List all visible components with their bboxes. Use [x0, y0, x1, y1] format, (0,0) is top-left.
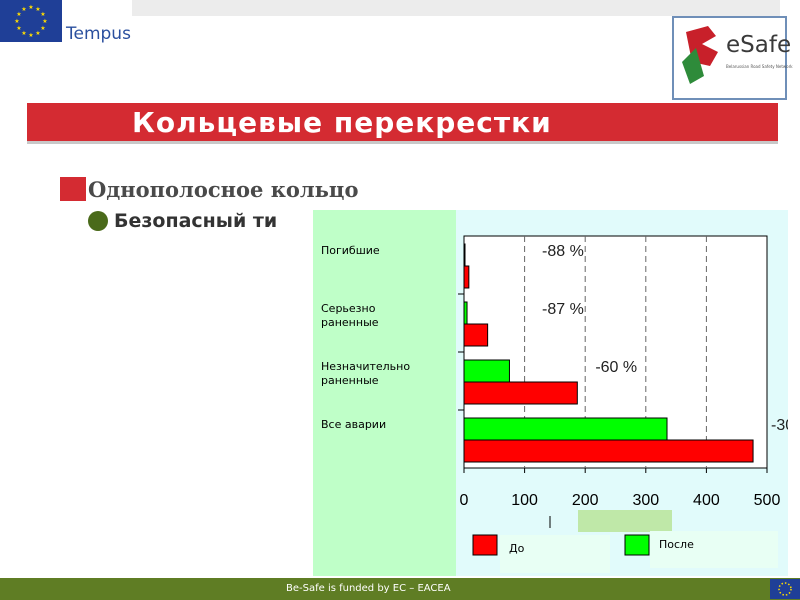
- svg-text:★: ★: [35, 6, 40, 13]
- legend-before-box: [500, 535, 610, 573]
- svg-text:★: ★: [28, 32, 33, 39]
- legend-swatch-after: [624, 534, 650, 556]
- x-tick-label: 400: [693, 492, 720, 509]
- category-label: Серьезно: [321, 302, 376, 315]
- eu-flag-small-icon: [770, 579, 800, 599]
- legend-after-box: [650, 531, 778, 568]
- svg-text:★: ★: [21, 6, 26, 13]
- red-square-bullet-icon: [60, 177, 86, 201]
- svg-text:★: ★: [16, 25, 21, 32]
- bar-after: [463, 359, 510, 383]
- besafe-logo: eSafe Belarussian Road Safety Network: [672, 16, 793, 100]
- bullet-level1: Однополосное кольцо: [60, 177, 359, 202]
- svg-text:★: ★: [42, 18, 47, 25]
- besafe-b-icon: [682, 26, 718, 84]
- svg-text:★: ★: [28, 4, 33, 11]
- svg-text:★: ★: [21, 30, 26, 37]
- top-decorative-bar: [132, 0, 780, 16]
- title-bar: Кольцевые перекрестки: [27, 103, 778, 141]
- bar-chart: 0 100 200 300 400 500 -88 % Погибшие -87 % Серьез…: [321, 235, 788, 573]
- legend-label-after: После: [659, 538, 694, 551]
- bar-before: [463, 265, 470, 289]
- legend-swatch-before: [472, 534, 498, 556]
- footer: Be-Safe is funded by EC – EACEA: [0, 578, 800, 600]
- chart-label-panel: [313, 210, 456, 576]
- svg-text:★: ★: [16, 11, 21, 18]
- bullet-level1-text: Однополосное кольцо: [88, 177, 359, 202]
- change-annotation: -88 %: [542, 243, 584, 260]
- besafe-tagline: Belarussian Road Safety Network: [726, 64, 793, 69]
- bar-after: [463, 243, 466, 267]
- x-tick-label: 0: [460, 492, 469, 509]
- besafe-wordmark: eSafe: [726, 32, 792, 58]
- bar-before: [463, 323, 489, 347]
- title-shadow: [27, 141, 778, 144]
- change-annotation: -60 %: [595, 359, 637, 376]
- tempus-logo: ★ ★ ★ ★ ★ ★ ★ ★ ★ ★ ★ ★ Tempus: [0, 0, 140, 46]
- svg-text:★: ★: [35, 30, 40, 37]
- bar-before: [463, 381, 578, 405]
- bar-before: [463, 439, 754, 463]
- category-label: раненные: [321, 374, 379, 387]
- eu-flag-icon: ★ ★ ★ ★ ★ ★ ★ ★ ★ ★ ★ ★: [0, 0, 62, 42]
- bar-after: [463, 301, 468, 325]
- change-annotation: -30 %: [771, 417, 788, 434]
- footer-text: Be-Safe is funded by EC – EACEA: [286, 583, 451, 594]
- svg-text:★: ★: [14, 18, 19, 25]
- page-title: Кольцевые перекрестки: [132, 106, 552, 139]
- legend-label-before: До: [509, 542, 525, 555]
- bullet-level2: Безопасный ти: [88, 210, 277, 232]
- x-tick-label: 200: [572, 492, 599, 509]
- x-tick-label: 500: [754, 492, 781, 509]
- category-label: раненные: [321, 316, 379, 329]
- change-annotation: -87 %: [542, 301, 584, 318]
- x-tick-label: 100: [511, 492, 538, 509]
- bullet-level2-text: Безопасный ти: [114, 210, 278, 232]
- x-tick-label: 300: [632, 492, 659, 509]
- category-label: Все аварии: [321, 418, 386, 431]
- green-dot-bullet-icon: [88, 211, 108, 231]
- svg-text:★: ★: [40, 25, 45, 32]
- legend-highlight: [578, 510, 672, 532]
- category-label: Погибшие: [321, 244, 380, 257]
- svg-text:★: ★: [40, 11, 45, 18]
- tempus-wordmark: Tempus: [66, 24, 131, 44]
- bar-after: [463, 417, 668, 441]
- category-label: Незначительно: [321, 360, 410, 373]
